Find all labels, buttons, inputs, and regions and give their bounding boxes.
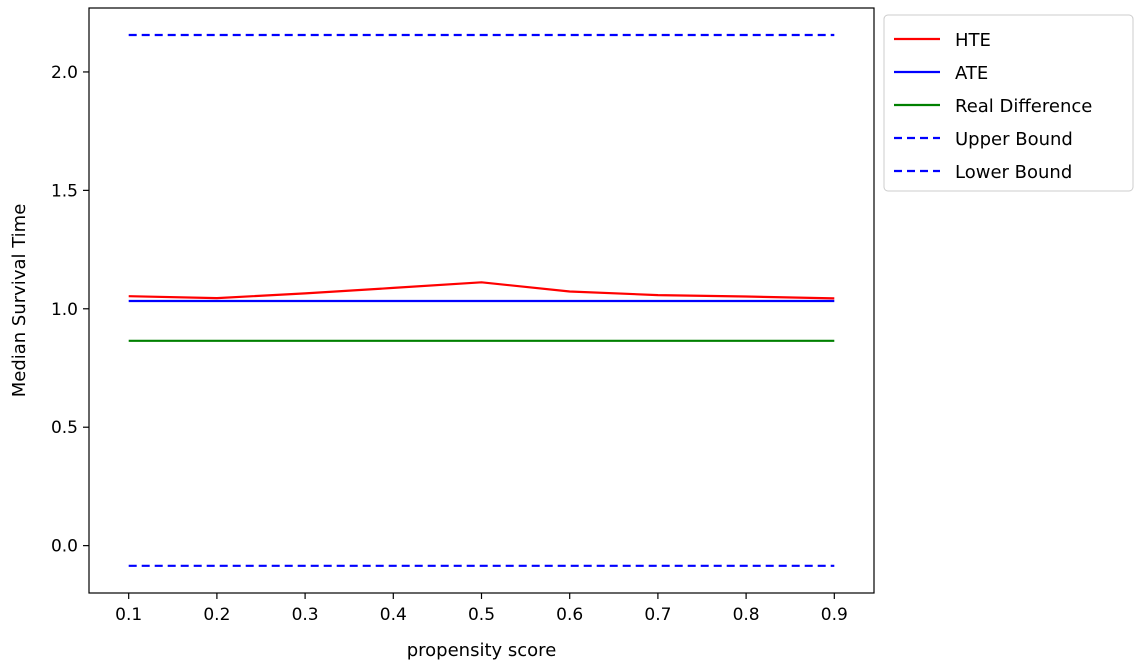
x-tick-label: 0.2 xyxy=(203,605,230,625)
x-tick-label: 0.7 xyxy=(644,605,671,625)
legend: HTE ATE Real Difference Upper Bound Lower Bo… xyxy=(883,14,1134,192)
legend-frame xyxy=(883,14,1134,192)
legend-entry-lower-bound: Lower Bound xyxy=(894,162,1072,183)
y-tick-label: 2.0 xyxy=(51,63,78,83)
legend-label: ATE xyxy=(955,63,988,84)
x-tick-label: 0.8 xyxy=(733,605,760,625)
legend-entry-ate: ATE xyxy=(894,63,988,84)
y-axis-label: Median Survival Time xyxy=(9,204,30,398)
x-tick-label: 0.5 xyxy=(468,605,495,625)
x-tick-label: 0.4 xyxy=(380,605,407,625)
x-tick-label: 0.3 xyxy=(292,605,319,625)
y-tick-label: 0.5 xyxy=(51,418,78,438)
legend-label: Real Difference xyxy=(955,96,1092,117)
x-tick-label: 0.9 xyxy=(821,605,848,625)
legend-label: Upper Bound xyxy=(955,129,1073,150)
y-axis-ticks: 0.0 0.5 1.0 1.5 2.0 xyxy=(51,63,89,557)
x-tick-label: 0.1 xyxy=(115,605,142,625)
legend-entry-hte: HTE xyxy=(894,30,991,51)
x-tick-label: 0.6 xyxy=(556,605,583,625)
x-axis-label: propensity score xyxy=(407,640,557,661)
legend-entries: HTE ATE Real Difference Upper Bound Lower Bo… xyxy=(894,30,1092,183)
y-tick-label: 1.5 xyxy=(51,181,78,201)
legend-label: Lower Bound xyxy=(955,162,1072,183)
series-line-hte xyxy=(128,281,835,300)
legend-entry-real-difference: Real Difference xyxy=(894,96,1092,117)
series-layer xyxy=(128,33,835,567)
legend-entry-upper-bound: Upper Bound xyxy=(894,129,1073,150)
legend-label: HTE xyxy=(955,30,991,51)
x-axis-ticks: 0.1 0.2 0.3 0.4 0.5 0.6 0.7 0.8 0.9 xyxy=(115,593,848,625)
y-tick-label: 0.0 xyxy=(51,537,78,557)
y-tick-label: 1.0 xyxy=(51,300,78,320)
